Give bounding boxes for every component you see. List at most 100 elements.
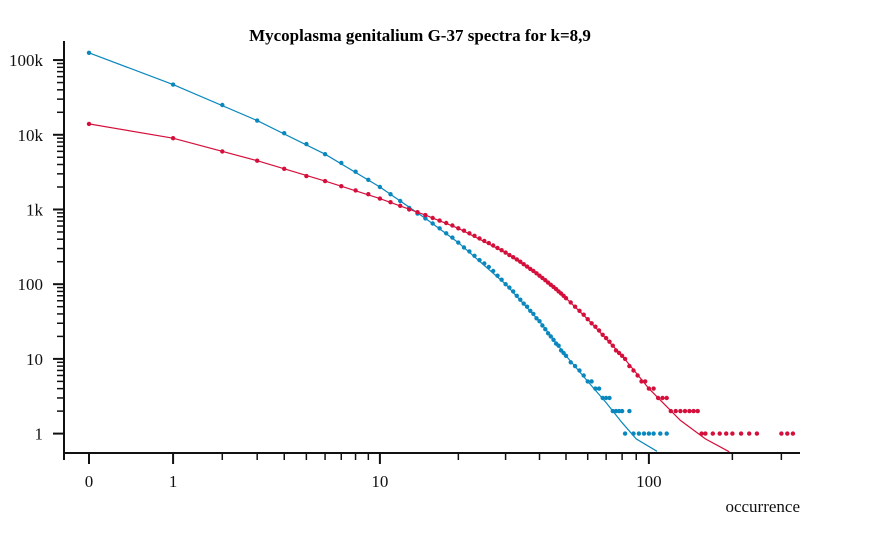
data-point xyxy=(636,431,642,436)
data-point xyxy=(664,395,669,401)
data-point xyxy=(548,334,553,339)
data-point xyxy=(631,431,636,436)
data-point xyxy=(572,304,578,309)
data-point xyxy=(528,308,533,313)
data-point xyxy=(450,223,455,228)
data-point xyxy=(486,264,491,270)
data-point xyxy=(339,184,344,189)
data-point xyxy=(524,304,530,309)
data-point xyxy=(534,271,539,276)
data-point xyxy=(747,431,752,436)
data-point xyxy=(170,136,176,141)
data-point xyxy=(353,169,358,174)
data-point xyxy=(596,328,602,333)
data-point xyxy=(398,198,403,204)
data-point xyxy=(461,228,467,233)
data-point xyxy=(491,268,496,274)
data-point xyxy=(610,408,615,414)
data-point xyxy=(518,297,523,302)
data-point xyxy=(551,337,556,342)
data-point xyxy=(658,431,663,436)
data-point xyxy=(456,226,461,231)
data-point xyxy=(593,324,598,329)
data-point xyxy=(537,319,542,324)
data-point xyxy=(220,102,225,108)
data-point xyxy=(528,266,533,272)
data-point xyxy=(581,373,586,378)
data-point xyxy=(639,379,644,384)
data-point xyxy=(568,360,573,365)
data-point xyxy=(593,386,598,391)
y-axis: 1 10 100 1k 10k 100k xyxy=(9,41,65,460)
data-point xyxy=(600,332,605,337)
data-point xyxy=(563,353,569,358)
data-point xyxy=(627,363,632,369)
data-point xyxy=(563,296,569,301)
data-point xyxy=(377,196,383,201)
data-point xyxy=(170,82,176,87)
data-point xyxy=(482,238,487,244)
data-point xyxy=(655,395,661,401)
data-point xyxy=(430,215,435,221)
data-point xyxy=(322,178,328,184)
y-tick-label: 100 xyxy=(18,275,44,294)
data-point xyxy=(495,245,500,251)
x-tick-label: 100 xyxy=(636,472,662,491)
data-point xyxy=(388,200,393,205)
data-point xyxy=(673,408,678,414)
y-tick-label: 10 xyxy=(26,350,43,369)
data-point xyxy=(398,203,403,208)
data-point xyxy=(738,431,744,436)
data-point xyxy=(499,248,504,253)
data-point xyxy=(585,317,590,322)
data-point xyxy=(635,373,640,378)
data-point xyxy=(86,50,92,55)
data-point xyxy=(613,408,619,414)
chart-title: Mycoplasma genitalium G-37 spectra for k… xyxy=(249,26,591,45)
data-point xyxy=(646,386,652,391)
data-point xyxy=(668,408,673,414)
data-point xyxy=(687,408,692,414)
data-point xyxy=(430,221,435,226)
data-point xyxy=(531,268,536,274)
data-point xyxy=(514,293,519,298)
data-point xyxy=(482,261,487,266)
data-point xyxy=(641,431,647,436)
data-point xyxy=(785,431,790,436)
data-point xyxy=(589,379,594,384)
data-point xyxy=(643,379,648,384)
data-point xyxy=(699,431,704,436)
data-point xyxy=(631,368,636,373)
data-point xyxy=(444,220,449,226)
data-point xyxy=(616,350,622,356)
data-point xyxy=(790,431,796,436)
data-point xyxy=(556,343,561,348)
data-point xyxy=(581,312,586,317)
data-point xyxy=(730,431,735,436)
data-point xyxy=(477,257,482,263)
x-axis-label: occurrence xyxy=(725,497,800,516)
data-point xyxy=(366,192,371,197)
x-tick-label: 1 xyxy=(169,472,178,491)
series-2 xyxy=(86,121,796,453)
data-point xyxy=(437,226,442,231)
data-point xyxy=(524,264,530,269)
data-point xyxy=(304,173,309,179)
data-point xyxy=(456,240,461,245)
data-point xyxy=(437,218,442,223)
data-point xyxy=(695,408,700,414)
data-point xyxy=(691,408,696,414)
series-layer xyxy=(86,50,796,453)
data-point xyxy=(472,253,477,258)
data-point xyxy=(613,348,619,353)
data-point xyxy=(607,339,612,344)
data-point xyxy=(577,308,582,313)
data-point xyxy=(339,160,344,166)
data-point xyxy=(521,262,526,267)
data-point xyxy=(717,431,722,436)
data-point xyxy=(282,131,287,136)
data-point xyxy=(651,386,656,391)
data-point xyxy=(450,235,455,240)
data-point xyxy=(603,335,609,341)
